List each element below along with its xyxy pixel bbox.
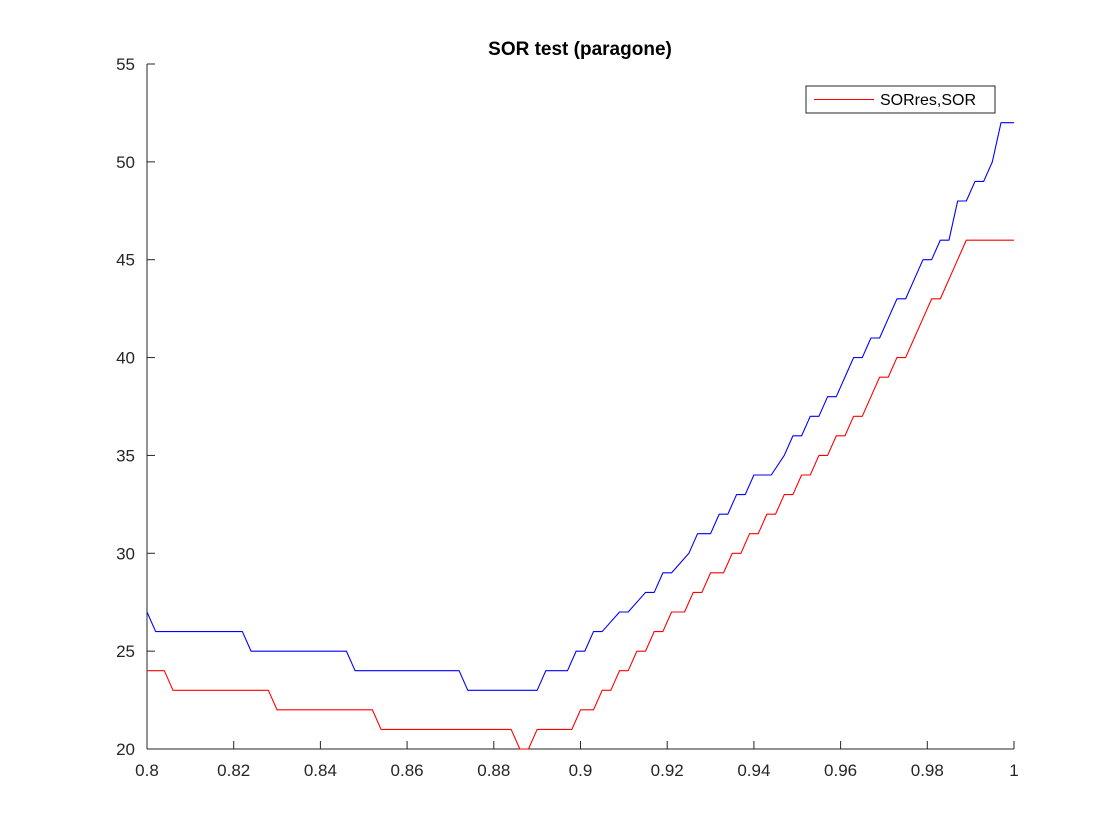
y-tick-label: 50 [116, 153, 135, 172]
y-tick-label: 25 [116, 642, 135, 661]
y-tick-label: 20 [116, 740, 135, 759]
series-line-1 [146, 122, 1014, 691]
x-tick-label: 0.86 [391, 761, 424, 780]
x-tick-label: 0.9 [569, 761, 593, 780]
legend: SORres,SOR [805, 85, 996, 114]
x-tick-label: 0.88 [477, 761, 510, 780]
x-tick-label: 0.96 [824, 761, 857, 780]
y-tick-label: 35 [116, 446, 135, 465]
series-line-2 [147, 239, 1014, 750]
x-axis-ticks: 0.8 0.82 0.84 0.86 0.88 0.9 0.92 0.94 0.96 0.98 1 [135, 741, 1019, 780]
legend-entry-label: SORres,SOR [880, 92, 976, 109]
x-tick-label: 0.92 [651, 761, 684, 780]
x-tick-label: 0.8 [135, 761, 159, 780]
x-tick-label: 0.94 [737, 761, 770, 780]
y-tick-label: 40 [116, 349, 135, 368]
y-tick-label: 55 [116, 55, 135, 74]
x-tick-label: 1 [1009, 761, 1018, 780]
y-tick-label: 30 [116, 544, 135, 563]
chart-title: SOR test (paragone) [488, 39, 672, 60]
y-axis-ticks: 20 25 30 35 40 45 50 55 [116, 55, 155, 759]
x-tick-label: 0.84 [304, 761, 337, 780]
x-tick-label: 0.98 [911, 761, 944, 780]
x-tick-label: 0.82 [217, 761, 250, 780]
series-layer [146, 122, 1014, 750]
y-tick-label: 45 [116, 251, 135, 270]
